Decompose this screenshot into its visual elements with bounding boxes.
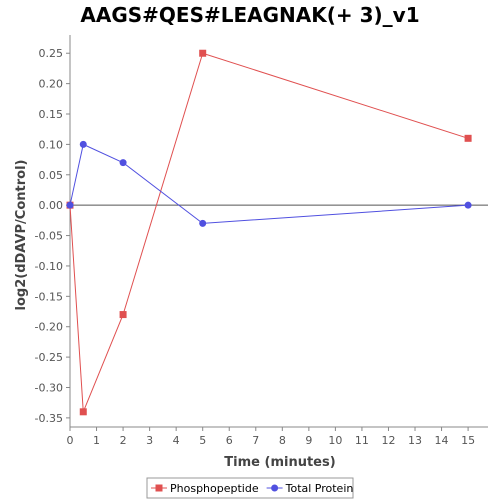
x-axis-label: Time (minutes) <box>224 455 335 470</box>
x-tick-label: 12 <box>381 434 395 447</box>
x-tick-label: 8 <box>279 434 286 447</box>
x-tick-label: 14 <box>435 434 449 447</box>
x-tick-label: 13 <box>408 434 422 447</box>
y-tick-label: 0.05 <box>39 169 64 182</box>
x-tick-label: 9 <box>305 434 312 447</box>
plot-area: 0.25 0.20 0.15 0.10 0.05 0.00 -0.05 -0.10 -0.15 -… <box>35 35 488 447</box>
data-point-series-2 <box>464 201 472 209</box>
x-tick-label: 6 <box>226 434 233 447</box>
data-point-series-1 <box>79 408 87 416</box>
data-point-series-1 <box>119 311 127 319</box>
y-tick-label: 0.25 <box>39 47 64 60</box>
x-tick-label: 3 <box>146 434 153 447</box>
legend-label-1: Phosphopeptide <box>170 482 259 495</box>
x-tick-label: 2 <box>120 434 127 447</box>
y-tick-label: -0.25 <box>35 351 63 364</box>
y-tick-label: -0.20 <box>35 321 63 334</box>
y-tick-label: 0.15 <box>39 108 64 121</box>
data-point-series-1 <box>464 134 472 142</box>
y-tick-label: 0.20 <box>39 78 64 91</box>
legend: Phosphopeptide Total Protein <box>146 477 354 499</box>
x-tick-label: 1 <box>93 434 100 447</box>
x-tick-label: 0 <box>67 434 74 447</box>
y-axis-label: log2(dDAVP/Control) <box>14 160 29 311</box>
x-tick-label: 15 <box>461 434 475 447</box>
data-point-series-2 <box>199 219 207 227</box>
x-tick-label: 4 <box>173 434 180 447</box>
y-tick-label: -0.10 <box>35 260 63 273</box>
x-tick-label: 11 <box>355 434 369 447</box>
legend-marker-2 <box>271 484 279 492</box>
data-point-series-2 <box>119 159 127 167</box>
x-tick-label: 5 <box>199 434 206 447</box>
y-tick-label: 0.10 <box>39 138 64 151</box>
plot-background <box>70 35 488 427</box>
data-point-series-2 <box>79 140 87 148</box>
x-tick-label: 7 <box>252 434 259 447</box>
chart-title: AAGS#QES#LEAGNAK(+ 3)_v1 <box>80 3 419 27</box>
data-point-series-1 <box>199 49 207 57</box>
x-tick-label: 10 <box>328 434 342 447</box>
y-tick-label: -0.30 <box>35 381 63 394</box>
y-tick-label: 0.00 <box>39 199 64 212</box>
y-tick-label: -0.35 <box>35 412 63 425</box>
legend-label-2: Total Protein <box>285 482 354 495</box>
y-tick-label: -0.05 <box>35 230 63 243</box>
data-point-series-2 <box>66 201 74 209</box>
y-tick-label: -0.15 <box>35 290 63 303</box>
legend-box <box>146 477 354 499</box>
legend-marker-1 <box>155 484 163 492</box>
